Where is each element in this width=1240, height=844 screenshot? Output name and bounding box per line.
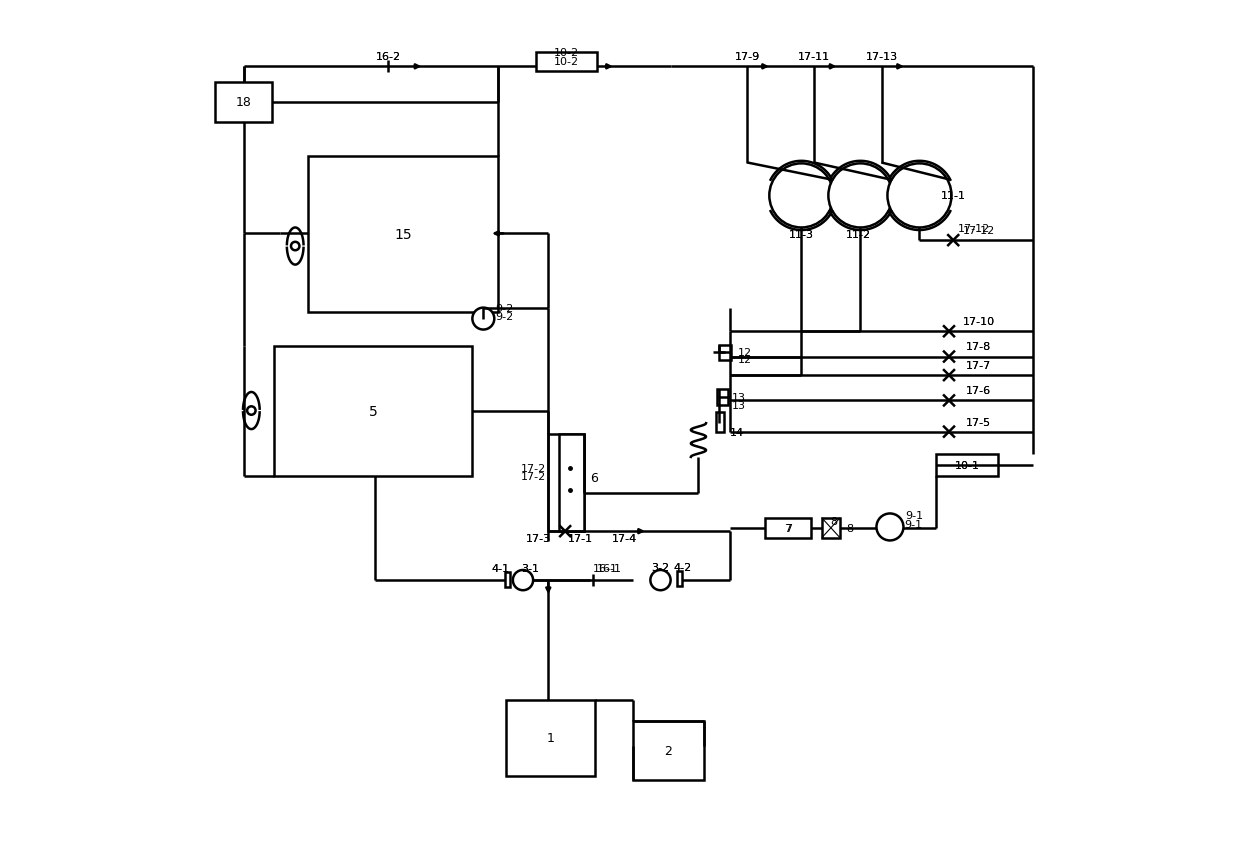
- Circle shape: [769, 165, 833, 228]
- Bar: [559, 435, 584, 532]
- Text: 17-11: 17-11: [799, 52, 830, 62]
- Text: 9-2: 9-2: [495, 311, 513, 322]
- Text: 14: 14: [729, 427, 744, 437]
- Text: 3-1: 3-1: [521, 564, 538, 574]
- Bar: [548, 435, 584, 532]
- Bar: [677, 571, 682, 587]
- Text: 17-5: 17-5: [966, 417, 991, 427]
- Text: 4-2: 4-2: [673, 562, 692, 572]
- Text: 17-7: 17-7: [966, 360, 991, 371]
- Text: 7: 7: [785, 523, 791, 533]
- Bar: [765, 518, 811, 538]
- Bar: [717, 413, 724, 433]
- Text: 17-10: 17-10: [962, 316, 994, 327]
- Text: 4-1: 4-1: [491, 564, 510, 574]
- Text: 17-12: 17-12: [962, 225, 994, 235]
- Text: 12: 12: [738, 348, 751, 358]
- Text: 2: 2: [665, 744, 672, 757]
- Text: 11-2: 11-2: [846, 230, 872, 240]
- Text: 17-2: 17-2: [521, 472, 547, 482]
- Circle shape: [472, 308, 495, 330]
- Bar: [822, 518, 841, 538]
- Text: 16-2: 16-2: [376, 52, 401, 62]
- Text: 9-2: 9-2: [495, 303, 513, 313]
- Text: 11-3: 11-3: [789, 230, 813, 240]
- Text: 17-9: 17-9: [735, 52, 760, 62]
- Text: 11-1: 11-1: [941, 192, 966, 201]
- Text: 17-13: 17-13: [866, 52, 898, 62]
- Bar: [717, 390, 728, 405]
- Circle shape: [513, 571, 533, 591]
- Text: 3-1: 3-1: [521, 564, 538, 574]
- Bar: [536, 53, 598, 72]
- Circle shape: [650, 571, 671, 591]
- Circle shape: [877, 514, 904, 541]
- Text: 1: 1: [547, 732, 554, 744]
- Circle shape: [247, 407, 255, 415]
- Text: 9-1: 9-1: [905, 511, 924, 521]
- Text: 13: 13: [732, 400, 746, 410]
- Text: 5: 5: [368, 404, 378, 419]
- Text: 17-4: 17-4: [611, 533, 637, 544]
- Text: 17-12: 17-12: [957, 224, 990, 234]
- Text: 14: 14: [729, 427, 744, 437]
- Text: 10-1: 10-1: [955, 461, 980, 471]
- Bar: [936, 455, 998, 477]
- Bar: [215, 83, 273, 123]
- Text: 16-1: 16-1: [593, 564, 619, 574]
- Text: 10-2: 10-2: [554, 57, 579, 68]
- Text: 11-2: 11-2: [846, 230, 872, 240]
- Text: 17-11: 17-11: [799, 52, 830, 62]
- Text: 17-1: 17-1: [568, 533, 593, 544]
- Text: 11-1: 11-1: [941, 192, 966, 201]
- Text: 4-2: 4-2: [673, 562, 692, 572]
- Text: 17-5: 17-5: [966, 417, 991, 427]
- Bar: [719, 345, 732, 360]
- Text: 17-4: 17-4: [611, 533, 637, 544]
- Text: 6: 6: [590, 472, 598, 484]
- Text: 17-2: 17-2: [521, 463, 547, 473]
- Text: 17-13: 17-13: [866, 52, 898, 62]
- Text: 4-1: 4-1: [491, 564, 510, 574]
- Text: 17-3: 17-3: [526, 533, 551, 544]
- Text: 8: 8: [847, 523, 854, 533]
- Bar: [632, 721, 704, 780]
- Bar: [505, 572, 511, 587]
- Text: 7: 7: [785, 523, 792, 533]
- Text: 11-3: 11-3: [789, 230, 813, 240]
- Text: 15: 15: [394, 228, 412, 241]
- Text: 17-7: 17-7: [966, 360, 991, 371]
- Text: 18: 18: [236, 96, 252, 109]
- Text: 12: 12: [738, 354, 751, 365]
- Text: 17-1: 17-1: [568, 533, 593, 544]
- Text: 17-8: 17-8: [966, 342, 991, 352]
- Text: 10-1: 10-1: [955, 461, 980, 471]
- Text: 17-6: 17-6: [966, 386, 991, 396]
- Text: 13: 13: [732, 392, 746, 403]
- Bar: [308, 157, 497, 312]
- Text: 3-2: 3-2: [651, 562, 670, 572]
- Text: 8: 8: [830, 517, 837, 527]
- Text: 17-6: 17-6: [966, 386, 991, 396]
- Text: 16-2: 16-2: [376, 52, 401, 62]
- Text: 17-10: 17-10: [962, 316, 994, 327]
- Text: 17-3: 17-3: [526, 533, 551, 544]
- Text: 16-1: 16-1: [596, 564, 621, 574]
- Circle shape: [828, 165, 893, 228]
- Text: 10-2: 10-2: [554, 48, 579, 58]
- Text: 17-9: 17-9: [735, 52, 760, 62]
- Circle shape: [291, 242, 299, 251]
- Bar: [274, 346, 472, 477]
- Text: 3-2: 3-2: [651, 562, 670, 572]
- Text: 17-8: 17-8: [966, 342, 991, 352]
- Bar: [506, 700, 595, 776]
- Circle shape: [888, 165, 951, 228]
- Text: 9-1: 9-1: [904, 520, 923, 530]
